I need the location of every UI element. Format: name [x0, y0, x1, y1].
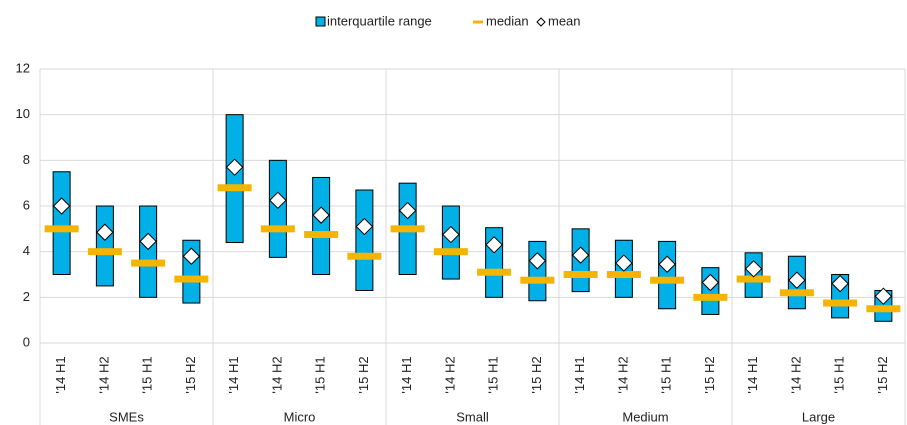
legend-swatch [473, 20, 483, 24]
median-bar [606, 271, 641, 278]
median-bar [44, 225, 79, 233]
y-tick-label: 10 [16, 106, 30, 121]
group-label: Medium [622, 409, 668, 424]
median-bar [779, 289, 814, 297]
legend-swatch [315, 16, 326, 27]
mean-marker [139, 232, 157, 251]
y-tick-label: 0 [23, 334, 30, 349]
mean-marker [831, 274, 849, 293]
x-tick-label: '15 H2 [529, 356, 544, 393]
median-bar [563, 271, 598, 278]
median-bar [823, 299, 858, 307]
iqr-box [139, 205, 158, 298]
median-bar [736, 275, 771, 283]
x-tick-label: '14 H1 [745, 356, 760, 393]
mean-marker [96, 223, 114, 241]
x-tick-label: '15 H2 [356, 356, 371, 393]
y-tick-label: 6 [23, 197, 30, 212]
x-tick-label: '14 H1 [399, 356, 414, 393]
mean-marker [528, 252, 547, 270]
mean-marker [398, 201, 417, 220]
mean-marker [442, 225, 460, 244]
group-label: Small [456, 409, 489, 424]
legend-label: mean [548, 13, 581, 28]
x-tick-label: '15 H2 [702, 356, 717, 393]
legend-label: median [486, 13, 529, 28]
y-tick-label: 2 [23, 289, 30, 304]
x-tick-label: '15 H1 [832, 356, 847, 393]
median-bar [87, 248, 122, 256]
median-bar [260, 225, 295, 233]
iqr-box [528, 240, 547, 302]
mean-marker [788, 271, 806, 289]
iqr-box [95, 205, 114, 287]
median-bar [304, 231, 339, 239]
mean-marker [485, 236, 503, 254]
x-tick-label: '14 H1 [572, 356, 587, 393]
iqr-box [52, 171, 71, 275]
mean-marker [701, 273, 720, 292]
y-tick-label: 4 [23, 243, 30, 258]
x-tick-label: '14 H1 [226, 356, 241, 393]
mean-marker [744, 260, 763, 278]
median-bar [650, 276, 685, 284]
mean-marker [225, 158, 244, 176]
y-tick-label: 8 [23, 152, 30, 167]
median-bar [347, 252, 382, 260]
mean-marker [182, 247, 201, 265]
x-tick-label: '14 H2 [788, 356, 803, 393]
group-label: Large [802, 409, 835, 424]
x-tick-label: '14 H2 [615, 356, 630, 393]
x-tick-label: '14 H2 [96, 356, 111, 393]
x-tick-label: '15 H1 [659, 356, 674, 393]
iqr-box [658, 240, 677, 310]
iqr-box [312, 176, 331, 275]
median-bar [477, 268, 512, 276]
x-tick-label: '15 H2 [875, 356, 890, 393]
iqr-box [355, 189, 374, 291]
mean-marker [312, 206, 330, 224]
x-tick-label: '15 H2 [183, 356, 198, 393]
median-bar [693, 293, 728, 301]
legend-label: interquartile range [327, 13, 432, 28]
iqr-box [225, 114, 244, 244]
group-label: SMEs [109, 409, 144, 424]
mean-marker [615, 254, 633, 272]
median-bar [866, 305, 901, 313]
x-tick-label: '15 H1 [140, 356, 155, 393]
mean-marker [874, 287, 893, 305]
mean-marker [571, 246, 590, 264]
x-tick-label: '14 H2 [269, 356, 284, 393]
median-bar [390, 225, 425, 233]
mean-marker [658, 255, 676, 273]
mean-marker [269, 191, 287, 209]
x-tick-label: '15 H1 [313, 356, 328, 393]
y-tick-label: 12 [16, 60, 30, 75]
median-bar [131, 259, 166, 267]
median-bar [174, 275, 209, 283]
group-label: Micro [284, 409, 316, 424]
median-bar [433, 248, 468, 256]
x-tick-label: '15 H1 [486, 356, 501, 393]
mean-marker [52, 197, 71, 215]
mean-marker [355, 217, 374, 236]
median-bar [520, 276, 555, 284]
median-bar [217, 184, 252, 192]
x-tick-label: '14 H1 [53, 356, 68, 393]
legend-swatch [536, 17, 546, 27]
x-tick-label: '14 H2 [442, 356, 457, 393]
